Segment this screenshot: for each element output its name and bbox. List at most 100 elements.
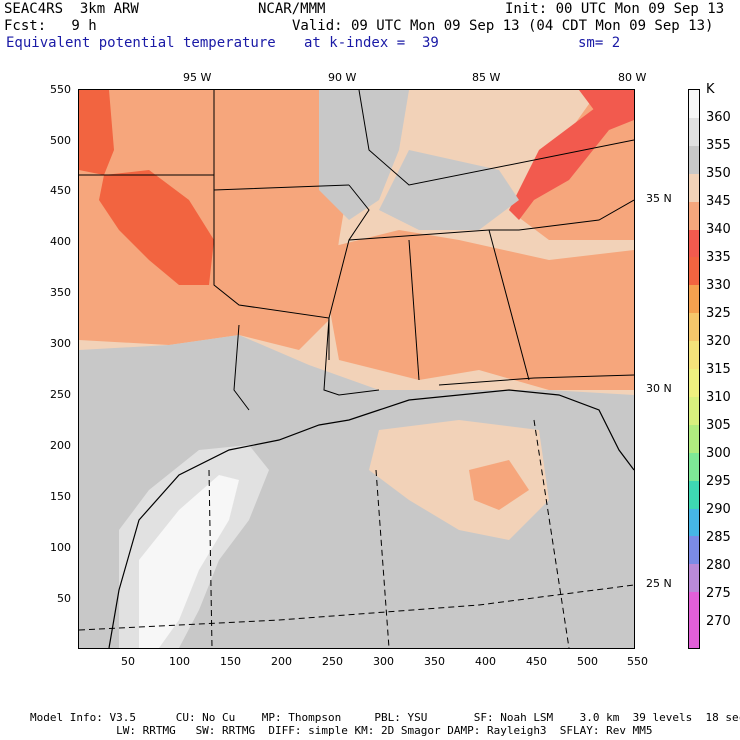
field-name: Equivalent potential temperature: [6, 35, 276, 51]
footer-physics-info: LW: RRTMG SW: RRTMG DIFF: simple KM: 2D …: [30, 724, 653, 737]
field-340-region-west: [79, 90, 379, 350]
y-tick: 150: [50, 490, 71, 503]
colorbar-label: 310: [706, 390, 731, 405]
lon-label-80w: 80 W: [618, 71, 647, 84]
y-tick: 50: [57, 592, 71, 605]
lat-lon-grid: [79, 419, 634, 648]
x-tick: 150: [220, 655, 241, 668]
colorbar-label: 335: [706, 250, 731, 265]
header-title: SEAC4RS 3km ARW: [4, 1, 139, 17]
header-source: NCAR/MMM: [258, 1, 326, 17]
border-ar-ms: [328, 184, 370, 319]
field-335-oklahoma: [99, 170, 214, 285]
colorbar-label: 355: [706, 138, 731, 153]
colorbar-segment: [689, 592, 699, 621]
colorbar-segment: [689, 229, 699, 258]
x-tick: 200: [271, 655, 292, 668]
colorbar-segment: [689, 452, 699, 482]
colorbar-segment: [689, 508, 699, 537]
y-tick: 300: [50, 337, 71, 350]
y-tick: 250: [50, 388, 71, 401]
y-tick: 550: [50, 83, 71, 96]
border-fl-north: [438, 374, 634, 386]
field-350-missouri: [319, 90, 409, 220]
colorbar-label: 290: [706, 502, 731, 517]
parallel-25n: [79, 584, 634, 631]
field-level: at k-index = 39: [304, 35, 439, 51]
field-340-region-southeast: [319, 230, 634, 390]
y-tick: 100: [50, 541, 71, 554]
colorbar-label: 300: [706, 446, 731, 461]
colorbar-segment: [689, 117, 699, 147]
colorbar-label: 295: [706, 474, 731, 489]
field-350-gulf: [79, 335, 634, 648]
lat-label-30n: 30 N: [646, 382, 672, 395]
colorbar-label: 305: [706, 418, 731, 433]
colorbar-segment: [689, 145, 699, 175]
colorbar-segment: [689, 285, 699, 314]
y-tick: 450: [50, 184, 71, 197]
lon-label-90w: 90 W: [328, 71, 357, 84]
map-canvas: [79, 90, 634, 648]
colorbar-segment: [689, 201, 699, 230]
colorbar-segment: [689, 90, 699, 119]
colorbar-segment: [689, 480, 699, 509]
colorbar-segment: [689, 257, 699, 286]
colorbar-segment: [689, 620, 699, 648]
state-boundaries: [79, 90, 634, 411]
footer-model-info: Model Info: V3.5 CU: No Cu MP: Thompson …: [30, 711, 740, 724]
colorbar-label: 270: [706, 614, 731, 629]
colorbar-segment: [689, 536, 699, 565]
x-tick: 100: [169, 655, 190, 668]
field-335-kansas: [79, 90, 114, 175]
field-335-appalachians: [509, 105, 609, 220]
colorbar-label: 285: [706, 530, 731, 545]
meridian-85w: [533, 419, 570, 648]
x-tick: 400: [475, 655, 496, 668]
colorbar-segment: [689, 369, 699, 398]
colorbar-unit: K: [706, 82, 715, 97]
lon-label-85w: 85 W: [472, 71, 501, 84]
border-la-ms: [323, 317, 380, 396]
colorbar-label: 315: [706, 362, 731, 377]
colorbar-segment: [689, 564, 699, 593]
colorbar-label: 340: [706, 222, 731, 237]
colorbar-segment: [689, 396, 699, 426]
header-forecast-hour: Fcst: 9 h: [4, 18, 97, 34]
x-tick: 450: [526, 655, 547, 668]
colorbar-label: 360: [706, 110, 731, 125]
colorbar-segment: [689, 173, 699, 203]
colorbar-label: 280: [706, 558, 731, 573]
header-valid-time: Valid: 09 UTC Mon 09 Sep 13 (04 CDT Mon …: [292, 18, 714, 34]
border-ms-al: [408, 239, 420, 381]
field-340-gulf-spot: [469, 460, 529, 510]
colorbar-label: 275: [706, 586, 731, 601]
y-tick: 500: [50, 134, 71, 147]
colorbar-segment: [689, 341, 699, 370]
colorbar-segment: [689, 424, 699, 454]
gulf-coastline: [108, 389, 634, 648]
border-ky-tn: [358, 90, 634, 186]
x-tick: 250: [322, 655, 343, 668]
theta-e-map: [78, 89, 635, 649]
colorbar-label: 350: [706, 166, 731, 181]
x-tick: 350: [424, 655, 445, 668]
border-tx-la: [233, 324, 250, 411]
border-al-ga: [488, 229, 530, 381]
x-tick: 300: [373, 655, 394, 668]
x-tick: 550: [627, 655, 648, 668]
lat-label-25n: 25 N: [646, 577, 672, 590]
colorbar-segment: [689, 313, 699, 342]
x-tick: 500: [577, 655, 598, 668]
colorbar: [688, 89, 700, 649]
colorbar-label: 320: [706, 334, 731, 349]
colorbar-label: 345: [706, 194, 731, 209]
y-tick: 200: [50, 439, 71, 452]
x-tick: 50: [121, 655, 135, 668]
field-345-gulf-tongue: [369, 420, 549, 540]
border-ok-tx-ar: [213, 190, 330, 360]
colorbar-label: 330: [706, 278, 731, 293]
header-init-time: Init: 00 UTC Mon 09 Sep 13: [505, 1, 725, 17]
field-smoothing: sm= 2: [578, 35, 621, 51]
field-360-west-gulf: [139, 475, 239, 648]
